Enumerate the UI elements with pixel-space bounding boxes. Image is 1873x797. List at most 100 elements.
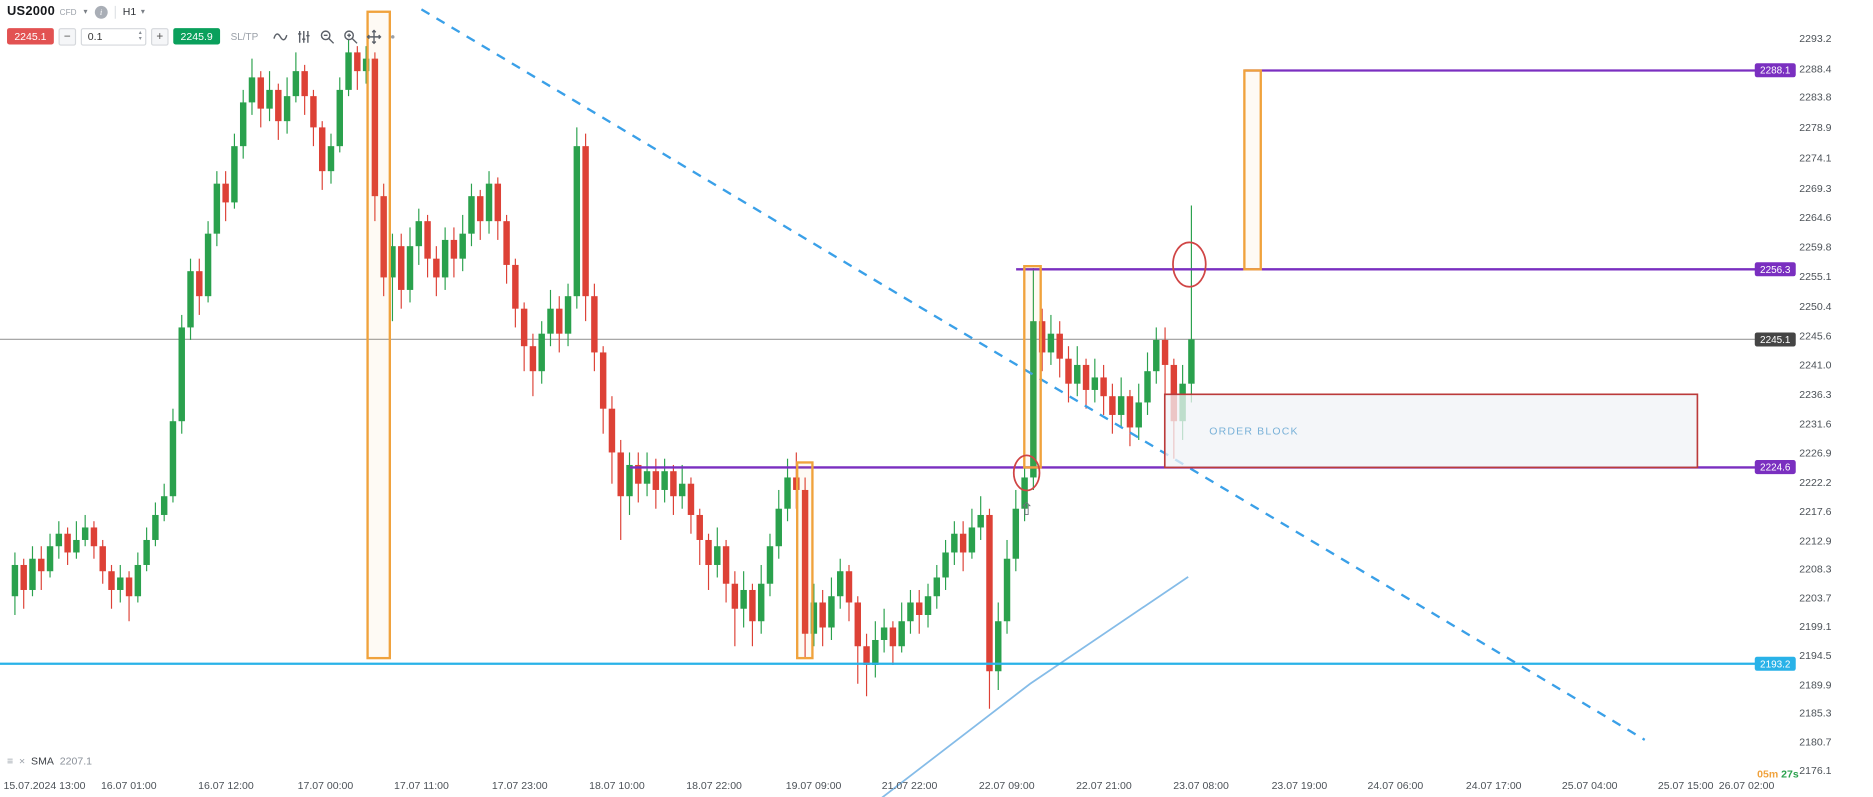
time-axis-label: 19.07 09:00 xyxy=(785,779,842,792)
indicator-menu-icon[interactable]: ≡ xyxy=(7,755,14,767)
candle-body xyxy=(687,483,695,515)
volume-input[interactable] xyxy=(81,30,133,43)
indicator-value: 2207.1 xyxy=(59,755,92,767)
candle-body xyxy=(485,183,493,222)
candle-body xyxy=(766,546,774,584)
candle-body xyxy=(257,77,264,109)
indicators-icon[interactable] xyxy=(295,27,314,46)
candle-body xyxy=(661,471,668,490)
highlight-zone[interactable] xyxy=(796,461,814,660)
candle-body xyxy=(90,527,98,547)
zoom-in-icon[interactable] xyxy=(341,27,360,46)
up-arrow-marker[interactable]: ⇧ xyxy=(1019,499,1034,519)
time-axis[interactable]: 15.07.2024 13:00 16.07 01:00 16.07 12:00 17… xyxy=(0,780,1873,796)
descending-trendline[interactable] xyxy=(420,8,1646,741)
buy-button[interactable]: 2245.9 xyxy=(173,28,221,45)
candle-body xyxy=(354,52,361,72)
volume-increase-button[interactable]: + xyxy=(151,27,169,46)
symbol-dropdown-caret[interactable]: ▾ xyxy=(83,8,88,17)
candle-body xyxy=(582,146,589,297)
candle-body xyxy=(283,96,291,122)
candle-body xyxy=(55,533,63,547)
candle-body xyxy=(1091,377,1099,390)
countdown-seconds: 27s xyxy=(1781,767,1799,780)
candle-body xyxy=(951,533,958,553)
info-icon[interactable]: i xyxy=(94,5,108,19)
circle-annotation[interactable] xyxy=(1172,241,1207,288)
sell-button[interactable]: 2245.1 xyxy=(7,28,54,45)
highlight-zone[interactable] xyxy=(1023,265,1042,469)
candle-body xyxy=(134,564,142,597)
volume-decrease-button[interactable]: − xyxy=(58,27,77,46)
volume-stepper[interactable]: ▴ ▾ xyxy=(138,29,142,43)
countdown-minutes: 05m xyxy=(1757,767,1779,780)
candle-body xyxy=(749,589,756,622)
candle-body xyxy=(125,577,133,597)
candle-body xyxy=(942,552,949,578)
sma-line[interactable] xyxy=(876,576,1189,797)
pan-icon[interactable] xyxy=(365,27,384,46)
candle-body xyxy=(380,196,387,278)
candle-body xyxy=(907,602,914,622)
candle-body xyxy=(626,464,633,497)
candle-body xyxy=(635,464,642,484)
candle-body xyxy=(854,602,861,647)
candle-body xyxy=(977,514,984,528)
candle-body xyxy=(81,527,89,540)
circle-annotation[interactable] xyxy=(1012,454,1041,492)
candle-body xyxy=(143,539,150,565)
candle-body xyxy=(740,589,747,609)
sltp-label[interactable]: SL/TP xyxy=(230,30,259,43)
order-block-label: ORDER BLOCK xyxy=(1209,425,1298,437)
candle-body xyxy=(933,577,941,597)
candle-body xyxy=(520,308,528,347)
more-tools-icon[interactable] xyxy=(390,34,395,39)
candle-body xyxy=(503,221,510,265)
candle-body xyxy=(1030,321,1037,478)
candle-body xyxy=(1153,339,1160,372)
highlight-zone[interactable] xyxy=(1243,69,1262,271)
candle-body xyxy=(714,546,721,565)
candle-body xyxy=(46,546,54,572)
candle-body xyxy=(1012,508,1020,559)
candle-body xyxy=(117,577,124,590)
candle-body xyxy=(1126,396,1134,428)
candle-body xyxy=(652,471,660,490)
order-block-zone[interactable] xyxy=(1163,393,1699,469)
symbol-name[interactable]: US2000 xyxy=(7,4,55,19)
candle-body xyxy=(643,471,651,484)
candle-body xyxy=(1188,339,1195,384)
candle-body xyxy=(231,146,238,203)
candle-body xyxy=(1038,321,1046,353)
candle-body xyxy=(64,533,71,553)
candle-body xyxy=(1170,364,1178,422)
candle-body xyxy=(599,352,607,409)
time-axis-label: 16.07 01:00 xyxy=(100,779,157,792)
instrument-type-label: CFD xyxy=(59,8,77,17)
candle-body xyxy=(529,346,537,372)
candle-body xyxy=(556,308,563,334)
highlight-zone[interactable] xyxy=(366,10,391,660)
candle-body xyxy=(266,89,273,109)
timeframe-caret: ▾ xyxy=(140,8,146,17)
trade-controls-row: 2245.1 − ▴▾ + 2245.9 SL/TP xyxy=(7,27,395,46)
zoom-out-icon[interactable] xyxy=(318,27,337,46)
timeframe-select[interactable]: H1 ▾ xyxy=(123,6,145,18)
candle-body xyxy=(722,546,730,584)
candle-body xyxy=(389,246,396,278)
candle-body xyxy=(187,271,194,328)
time-axis-label: 15.07.2024 13:00 xyxy=(3,779,86,792)
line-style-icon[interactable] xyxy=(271,27,290,46)
candle-body xyxy=(872,639,879,665)
time-axis-label: 23.07 08:00 xyxy=(1173,779,1229,792)
candle-body xyxy=(204,233,212,297)
candle-body xyxy=(1021,477,1028,509)
time-axis-label: 25.07 15:00 xyxy=(1657,779,1714,792)
candle-body xyxy=(1082,364,1090,390)
candle-body xyxy=(38,558,45,572)
indicator-remove-icon[interactable]: × xyxy=(19,755,26,767)
candle-body xyxy=(836,571,844,597)
candle-body xyxy=(828,596,835,628)
candle-body xyxy=(1056,333,1063,359)
